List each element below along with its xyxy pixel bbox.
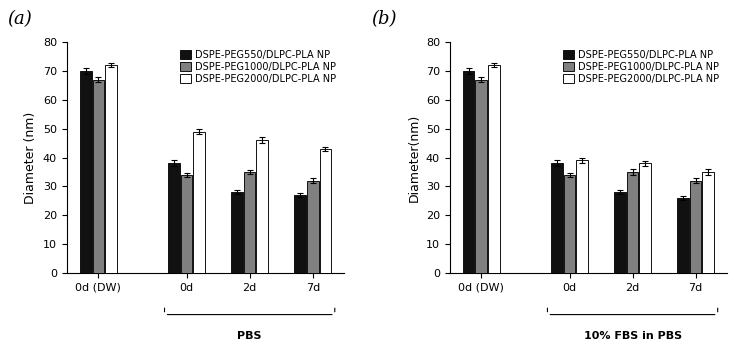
Text: PBS: PBS [237, 331, 262, 341]
Bar [703, 172, 714, 273]
Bar [105, 65, 116, 273]
Text: (b): (b) [371, 10, 396, 28]
Bar [244, 172, 255, 273]
Bar [80, 71, 91, 273]
Bar [181, 175, 192, 273]
Bar [614, 192, 626, 273]
Bar [295, 195, 306, 273]
Text: 10% FBS in PBS: 10% FBS in PBS [583, 331, 682, 341]
Bar [577, 160, 588, 273]
Bar [194, 132, 205, 273]
Bar [463, 71, 474, 273]
Y-axis label: Diameter(nm): Diameter(nm) [407, 113, 420, 202]
Bar [564, 175, 575, 273]
Text: (a): (a) [7, 10, 32, 28]
Bar [488, 65, 499, 273]
Bar [640, 163, 651, 273]
Legend: DSPE-PEG550/DLPC-PLA NP, DSPE-PEG1000/DLPC-PLA NP, DSPE-PEG2000/DLPC-PLA NP: DSPE-PEG550/DLPC-PLA NP, DSPE-PEG1000/DL… [559, 47, 722, 86]
Bar [93, 79, 104, 273]
Bar [232, 192, 243, 273]
Bar [320, 149, 331, 273]
Y-axis label: Diameter (nm): Diameter (nm) [24, 111, 37, 204]
Bar [307, 181, 318, 273]
Bar [257, 140, 268, 273]
Bar [677, 198, 689, 273]
Bar [627, 172, 638, 273]
Bar [476, 79, 487, 273]
Bar [690, 181, 701, 273]
Bar [551, 163, 562, 273]
Legend: DSPE-PEG550/DLPC-PLA NP, DSPE-PEG1000/DLPC-PLA NP, DSPE-PEG2000/DLPC-PLA NP: DSPE-PEG550/DLPC-PLA NP, DSPE-PEG1000/DL… [177, 47, 339, 86]
Bar [168, 163, 180, 273]
